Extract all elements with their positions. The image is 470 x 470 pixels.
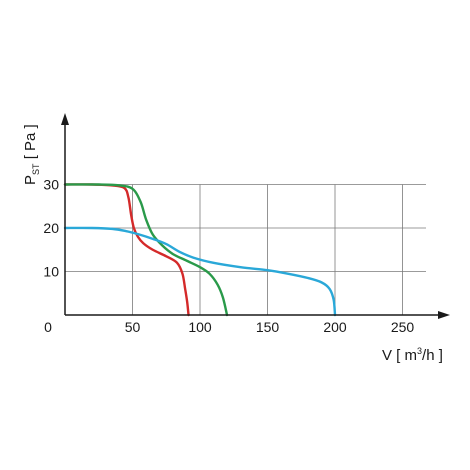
series-line-2 bbox=[63, 183, 229, 317]
x-axis-arrow bbox=[438, 311, 450, 319]
x-tick-label: 150 bbox=[256, 319, 280, 335]
x-axis-label: V [ m3/h ] bbox=[382, 346, 443, 364]
x-tick-label: 100 bbox=[188, 319, 212, 335]
x-tick-label: 50 bbox=[125, 319, 141, 335]
series-line-3 bbox=[63, 226, 337, 317]
x-axis-label-tail: /h ] bbox=[422, 347, 443, 364]
x-tick-label: 200 bbox=[323, 319, 347, 335]
origin-label: 0 bbox=[44, 319, 52, 335]
y-axis-arrow bbox=[61, 113, 69, 125]
series-line-1 bbox=[63, 183, 190, 317]
tick-labels: 50 100 150 200 250 10 20 30 bbox=[43, 177, 414, 336]
y-tick-label: 10 bbox=[43, 264, 59, 280]
y-axis-label-tail: [ Pa ] bbox=[22, 124, 39, 163]
y-tick-label: 20 bbox=[43, 220, 59, 236]
y-axis-label-main: P bbox=[22, 175, 39, 185]
axes bbox=[61, 113, 450, 319]
x-axis-label-sup: 3 bbox=[417, 346, 422, 356]
curves bbox=[63, 183, 337, 317]
x-tick-label: 250 bbox=[391, 319, 415, 335]
grid bbox=[65, 184, 426, 315]
y-tick-label: 30 bbox=[43, 177, 59, 193]
x-axis-label-main: V [ m bbox=[382, 347, 417, 364]
y-axis-label: PST [ Pa ] bbox=[22, 124, 41, 185]
y-axis-label-sub: ST bbox=[31, 163, 41, 175]
